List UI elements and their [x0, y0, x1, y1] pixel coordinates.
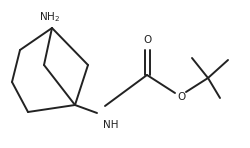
Text: O: O	[143, 35, 151, 45]
Text: NH: NH	[103, 120, 118, 130]
Text: O: O	[177, 92, 185, 102]
Text: NH$_2$: NH$_2$	[40, 10, 60, 24]
